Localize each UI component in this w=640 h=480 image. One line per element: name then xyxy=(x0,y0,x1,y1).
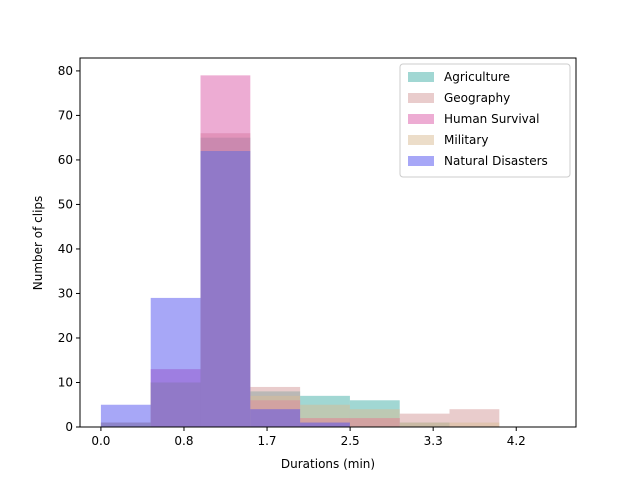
y-tick-label: 40 xyxy=(58,242,73,256)
bar xyxy=(100,404,151,427)
y-tick-label: 20 xyxy=(58,331,73,345)
plot-frame xyxy=(79,57,577,428)
legend-swatch xyxy=(408,114,434,124)
legend-label: Natural Disasters xyxy=(444,154,548,168)
y-tick-label: 80 xyxy=(58,64,73,78)
legend-swatch xyxy=(408,156,434,166)
x-tick-label: 3.3 xyxy=(424,434,443,448)
y-tick-label: 30 xyxy=(58,286,73,300)
legend-swatch xyxy=(408,72,434,82)
y-tick-label: 50 xyxy=(58,197,73,211)
legend-label: Military xyxy=(444,133,488,147)
x-tick-label: 4.2 xyxy=(507,434,526,448)
legend-label: Geography xyxy=(444,91,510,105)
x-axis-label: Durations (min) xyxy=(281,457,375,471)
bar xyxy=(150,297,201,427)
x-tick-label: 2.5 xyxy=(341,434,360,448)
legend-swatch xyxy=(408,135,434,145)
bar xyxy=(300,422,350,427)
bar xyxy=(349,409,400,427)
legend-label: Human Survival xyxy=(444,112,539,126)
legend-label: Agriculture xyxy=(444,70,510,84)
y-axis-label: Number of clips xyxy=(31,196,45,291)
y-tick-label: 0 xyxy=(65,420,73,434)
y-tick-label: 60 xyxy=(58,153,73,167)
legend: Agriculture Geography Human Survival Milita… xyxy=(399,63,571,178)
bar xyxy=(200,151,251,428)
y-tick-label: 70 xyxy=(58,108,73,122)
x-tick-label: 1.7 xyxy=(257,434,276,448)
x-tick-label: 0.0 xyxy=(91,434,110,448)
x-tick-label: 0.8 xyxy=(174,434,193,448)
bar xyxy=(399,422,450,427)
legend-swatch xyxy=(408,93,434,103)
y-tick-label: 10 xyxy=(58,375,73,389)
legend-box xyxy=(399,63,571,178)
bar xyxy=(250,409,301,427)
bar xyxy=(449,422,500,427)
bar xyxy=(300,404,350,427)
